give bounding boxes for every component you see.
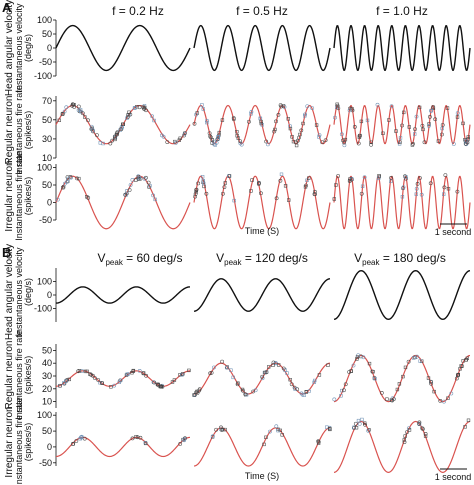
data-marker xyxy=(333,398,336,401)
b-ytick-group: 100 0 -100 50 40 30 20 10 100 50 0 -50 xyxy=(34,277,56,468)
b-row0-label3: (deg/s) xyxy=(23,278,33,306)
a-title-0: f = 0.2 Hz xyxy=(112,4,164,18)
ytick-label: 0 xyxy=(47,442,52,452)
ytick-label: 50 xyxy=(42,29,52,39)
ytick-label: 50 xyxy=(42,345,52,355)
ytick-label: 100 xyxy=(37,15,52,25)
ytick-label: -100 xyxy=(34,71,52,81)
a-row1-label3: (spikes/s) xyxy=(23,111,33,150)
b-row1-label3: (spikes/s) xyxy=(23,356,33,395)
data-marker xyxy=(138,106,141,109)
panel-a-plots xyxy=(56,20,470,229)
fit-curve xyxy=(56,437,190,456)
fit-curve xyxy=(194,176,330,229)
ytick-label: -50 xyxy=(39,57,52,67)
b-title-0-text: = 60 deg/s xyxy=(123,251,183,265)
a-row2-label3: (spikes/s) xyxy=(23,177,33,216)
ytick-label: 10 xyxy=(42,153,52,163)
stimulus-curve xyxy=(334,26,470,70)
ytick-label: 50 xyxy=(42,180,52,190)
b-row2-label3: (spikes/s) xyxy=(23,423,33,462)
b-title-2-sub: peak xyxy=(362,258,380,267)
ytick-label: 50 xyxy=(42,115,52,125)
b-title-0-letter: V xyxy=(97,251,105,265)
stimulus-curve xyxy=(56,287,190,303)
a-scalebar-label: 1 second xyxy=(435,227,472,237)
fit-curve xyxy=(194,106,330,144)
stimulus-curve xyxy=(194,279,330,311)
data-marker xyxy=(361,418,364,421)
data-marker xyxy=(295,144,298,147)
panel-b-plots xyxy=(56,268,470,472)
fit-curve xyxy=(56,106,190,144)
fit-curve xyxy=(56,176,190,228)
b-title-2-letter: V xyxy=(354,251,362,265)
fit-curve xyxy=(56,371,190,386)
fit-curve xyxy=(194,428,330,466)
a-title-2: f = 1.0 Hz xyxy=(376,4,428,18)
ytick-label: 0 xyxy=(47,198,52,208)
ytick-label: 40 xyxy=(42,358,52,368)
ytick-label: 0 xyxy=(47,290,52,300)
ytick-label: 100 xyxy=(37,277,52,287)
b-title-0-sub: peak xyxy=(105,258,123,267)
ytick-label: 70 xyxy=(42,96,52,106)
ytick-label: 0 xyxy=(47,43,52,53)
data-marker xyxy=(280,173,283,176)
b-title-0: Vpeak = 60 deg/s xyxy=(97,251,182,267)
b-scalebar-label: 1 second xyxy=(435,472,472,482)
b-title-1-sub: peak xyxy=(224,258,242,267)
b-title-1-text: = 120 deg/s xyxy=(241,251,307,265)
a-ytick-group: 100500-50-10070503010100500-50 xyxy=(34,15,56,225)
ytick-label: -50 xyxy=(39,458,52,468)
b-title-2-text: = 180 deg/s xyxy=(379,251,445,265)
fit-curve xyxy=(334,356,470,402)
ytick-label: 100 xyxy=(37,163,52,173)
ytick-label: 20 xyxy=(42,384,52,394)
stimulus-curve xyxy=(194,26,330,71)
b-title-2: Vpeak = 180 deg/s xyxy=(354,251,446,267)
ytick-label: 50 xyxy=(42,426,52,436)
ytick-label: 30 xyxy=(42,134,52,144)
data-marker xyxy=(358,422,361,425)
stimulus-curve xyxy=(56,26,190,71)
stimulus-curve xyxy=(334,271,470,320)
b-title-1: Vpeak = 120 deg/s xyxy=(216,251,308,267)
a-row0-label3: (deg/s) xyxy=(23,34,33,62)
ytick-label: -50 xyxy=(39,215,52,225)
a-xlabel: Time (S) xyxy=(245,226,279,236)
a-title-1: f = 0.5 Hz xyxy=(236,4,288,18)
ytick-label: 100 xyxy=(37,410,52,420)
ytick-label: 30 xyxy=(42,371,52,381)
b-title-1-letter: V xyxy=(216,251,224,265)
ytick-label: 10 xyxy=(42,397,52,407)
data-marker xyxy=(77,105,80,108)
b-xlabel: Time (S) xyxy=(245,471,279,481)
fit-curve xyxy=(334,177,470,229)
ytick-label: -100 xyxy=(34,304,52,314)
